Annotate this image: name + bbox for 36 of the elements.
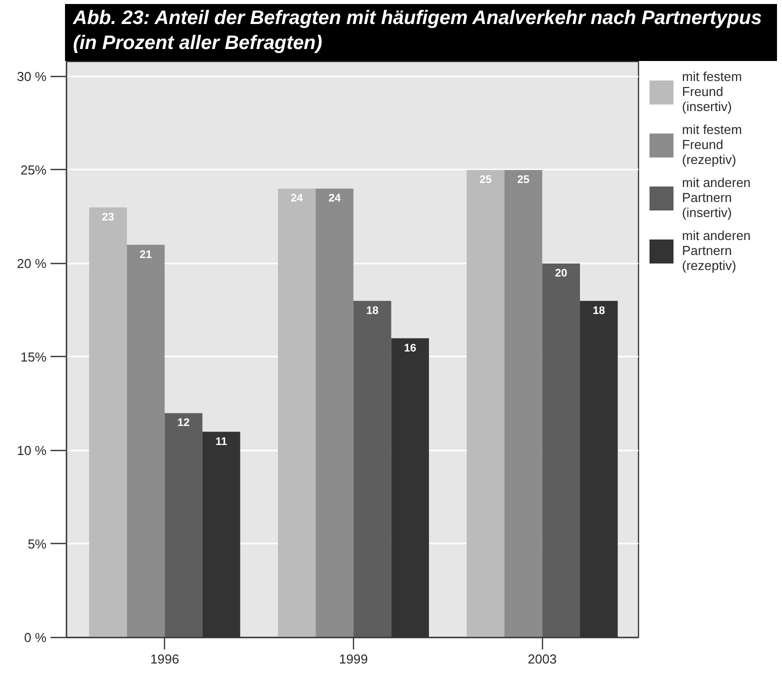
legend-label: mit festem Freund (insertiv)	[682, 69, 742, 114]
chart-title: Abb. 23: Anteil der Befragten mit häufigem Analverkehr nach Partnertypus (in Prozent aller Befragten)	[73, 6, 763, 56]
bar	[126, 244, 165, 638]
bar	[504, 170, 542, 638]
data-label: 18	[592, 304, 605, 317]
bar	[89, 207, 127, 638]
legend-label: mit anderen Partnern (rezeptiv)	[682, 228, 751, 273]
data-label: 25	[479, 174, 492, 186]
y-tick-label: 0 %	[24, 630, 47, 645]
x-tick-label: 1996	[150, 652, 180, 666]
bar	[278, 188, 316, 638]
bar	[466, 170, 504, 638]
data-label: 20	[554, 267, 568, 280]
data-label: 24	[290, 192, 304, 205]
y-tick-label: 5%	[28, 536, 47, 552]
y-tick-label: 15%	[20, 349, 47, 364]
y-tick-label: 25%	[20, 162, 47, 178]
y-tick-label: 10 %	[16, 442, 47, 458]
x-tick-label: 2003	[528, 652, 557, 666]
y-tick-label: 30 %	[16, 68, 47, 84]
bar	[316, 188, 354, 638]
data-label: 21	[140, 248, 152, 261]
bar	[542, 263, 580, 638]
data-label: 12	[177, 417, 190, 430]
y-tick-label: 20 %	[16, 256, 47, 271]
bar	[353, 300, 392, 638]
data-label: 24	[328, 192, 342, 205]
legend-label: mit anderen Partnern (insertiv)	[682, 175, 751, 220]
data-label: 18	[366, 304, 378, 317]
legend-label: mit festem Freund (rezeptiv)	[682, 122, 742, 167]
data-label: 25	[517, 174, 530, 186]
data-label: 16	[404, 342, 416, 354]
bar	[164, 413, 202, 638]
data-label: 11	[215, 436, 228, 448]
data-label: 23	[102, 211, 114, 224]
x-tick-label: 1999	[338, 652, 368, 666]
